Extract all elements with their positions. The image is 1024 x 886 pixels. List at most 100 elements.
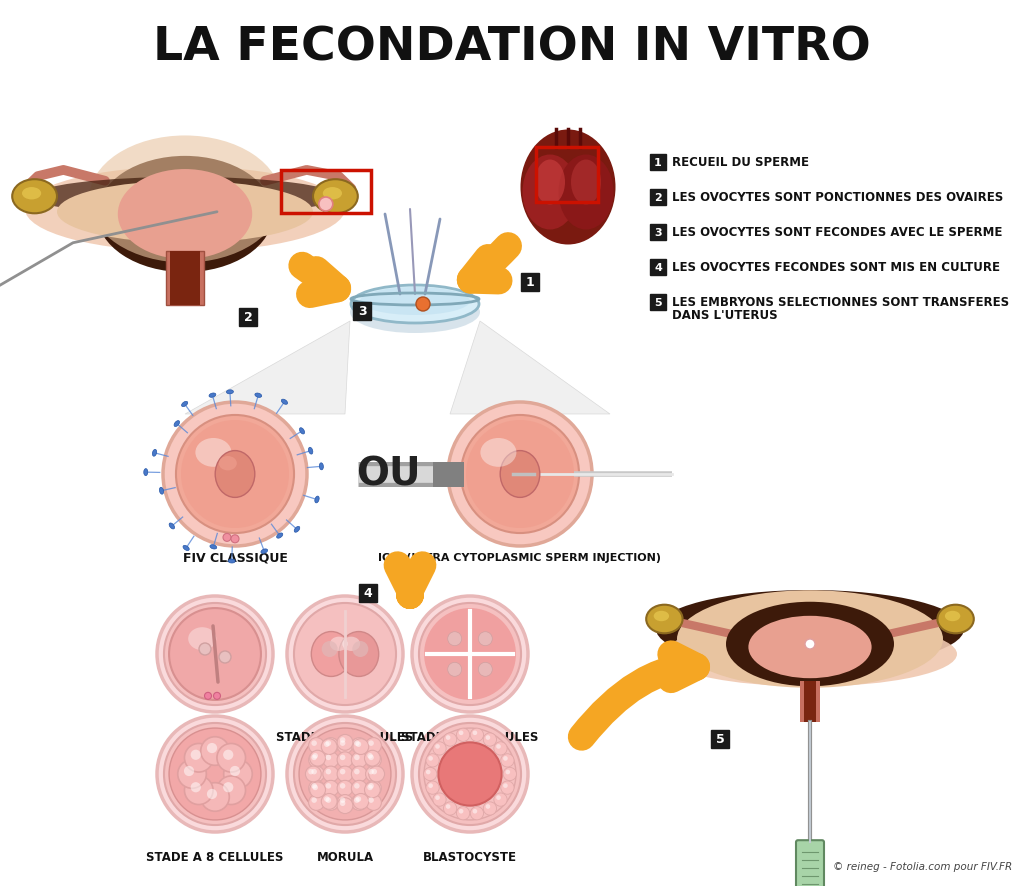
Bar	[800, 680, 820, 722]
Circle shape	[184, 743, 213, 773]
Circle shape	[181, 421, 289, 528]
Ellipse shape	[535, 160, 565, 206]
Text: 2: 2	[244, 311, 252, 324]
Circle shape	[340, 783, 345, 789]
Circle shape	[433, 793, 446, 806]
Ellipse shape	[57, 182, 313, 244]
Circle shape	[494, 742, 507, 755]
Circle shape	[466, 421, 574, 528]
Circle shape	[445, 735, 451, 740]
Text: LA FECONDATION IN VITRO: LA FECONDATION IN VITRO	[154, 26, 870, 70]
Circle shape	[326, 755, 331, 760]
Circle shape	[353, 739, 369, 755]
Circle shape	[157, 596, 273, 712]
Polygon shape	[185, 322, 350, 415]
Ellipse shape	[97, 157, 273, 273]
Circle shape	[217, 776, 246, 804]
Circle shape	[369, 766, 385, 782]
Circle shape	[318, 198, 333, 212]
Circle shape	[324, 742, 330, 747]
Circle shape	[366, 795, 381, 811]
Circle shape	[435, 744, 440, 749]
Circle shape	[447, 632, 462, 646]
Circle shape	[309, 782, 326, 797]
Circle shape	[340, 797, 345, 803]
Ellipse shape	[351, 285, 479, 323]
Circle shape	[322, 641, 338, 657]
Text: 4: 4	[654, 263, 662, 273]
Circle shape	[366, 738, 381, 754]
Circle shape	[445, 804, 451, 809]
Circle shape	[169, 609, 261, 700]
Circle shape	[337, 766, 353, 782]
Circle shape	[207, 743, 217, 753]
Ellipse shape	[215, 451, 255, 498]
Circle shape	[294, 603, 396, 705]
Ellipse shape	[276, 533, 283, 539]
Circle shape	[459, 809, 464, 813]
Bar	[536, 148, 598, 203]
Circle shape	[324, 797, 330, 802]
Text: RECUEIL DU SPERME: RECUEIL DU SPERME	[672, 156, 809, 169]
Ellipse shape	[188, 627, 216, 650]
Circle shape	[311, 783, 316, 789]
Text: 4: 4	[364, 587, 373, 600]
Ellipse shape	[153, 450, 157, 456]
Text: MORULA: MORULA	[316, 850, 374, 863]
Circle shape	[326, 783, 331, 789]
Circle shape	[426, 754, 439, 767]
Text: LES OVOCYTES SONT PONCTIONNES DES OVAIRES: LES OVOCYTES SONT PONCTIONNES DES OVAIRE…	[672, 191, 1004, 205]
Circle shape	[337, 781, 353, 797]
Ellipse shape	[937, 605, 974, 633]
Circle shape	[805, 640, 815, 649]
Text: FIV CLASSIQUE: FIV CLASSIQUE	[182, 551, 288, 563]
Ellipse shape	[314, 496, 319, 503]
Circle shape	[501, 754, 514, 767]
Ellipse shape	[480, 664, 490, 674]
Circle shape	[428, 757, 433, 761]
Circle shape	[351, 752, 368, 768]
Circle shape	[308, 752, 325, 768]
Circle shape	[412, 596, 528, 712]
Ellipse shape	[181, 402, 187, 408]
Text: 1: 1	[654, 158, 662, 167]
Ellipse shape	[339, 632, 379, 677]
Circle shape	[311, 769, 316, 774]
Circle shape	[184, 776, 213, 804]
Circle shape	[351, 766, 368, 782]
Ellipse shape	[228, 559, 236, 563]
Circle shape	[449, 402, 592, 547]
Circle shape	[483, 733, 497, 746]
Ellipse shape	[255, 393, 262, 398]
Circle shape	[326, 769, 331, 774]
Circle shape	[337, 738, 353, 754]
Text: 5: 5	[716, 733, 724, 746]
Circle shape	[354, 769, 359, 774]
Ellipse shape	[558, 155, 613, 230]
Circle shape	[322, 739, 337, 755]
Circle shape	[497, 796, 501, 800]
Circle shape	[355, 797, 361, 802]
Circle shape	[326, 741, 331, 746]
Ellipse shape	[33, 178, 337, 216]
Circle shape	[372, 769, 377, 774]
Circle shape	[365, 750, 380, 766]
Ellipse shape	[118, 170, 252, 260]
Circle shape	[337, 797, 353, 813]
FancyBboxPatch shape	[711, 730, 729, 748]
FancyBboxPatch shape	[353, 303, 371, 321]
Circle shape	[351, 795, 368, 811]
Circle shape	[457, 806, 470, 820]
Circle shape	[366, 766, 381, 782]
Circle shape	[457, 728, 470, 742]
Circle shape	[435, 796, 440, 800]
Text: LES OVOCYTES FECONDES SONT MIS EN CULTURE: LES OVOCYTES FECONDES SONT MIS EN CULTUR…	[672, 261, 1000, 274]
Ellipse shape	[210, 545, 217, 549]
Circle shape	[351, 738, 368, 754]
Circle shape	[428, 783, 433, 788]
Circle shape	[207, 789, 217, 799]
Circle shape	[322, 794, 337, 810]
Circle shape	[503, 757, 508, 761]
Circle shape	[340, 801, 345, 806]
FancyBboxPatch shape	[521, 274, 539, 291]
